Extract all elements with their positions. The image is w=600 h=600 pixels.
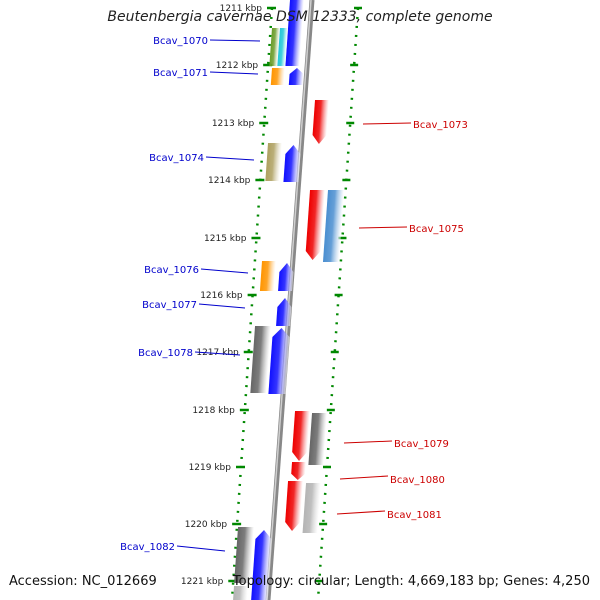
gene-body [265, 143, 283, 181]
gene-label-leader [358, 226, 408, 229]
gene-feature [265, 143, 283, 181]
gene-body [285, 481, 304, 531]
ruler-label: 1212 kbp [216, 61, 259, 71]
gene-feature [322, 190, 345, 262]
gene-body [285, 0, 304, 66]
gene-feature [285, 0, 304, 66]
gene-feature [277, 28, 289, 66]
ruler-label: 1211 kbp [220, 4, 263, 14]
ruler-label: 1216 kbp [200, 291, 243, 301]
gene-feature [251, 530, 272, 600]
gene-feature [278, 263, 294, 291]
gene-label-leader [194, 351, 241, 356]
gene-feature [305, 190, 326, 260]
gene-label-leader [176, 545, 226, 552]
gene-body [312, 100, 330, 144]
gene-body [288, 68, 304, 85]
gene-body [259, 261, 277, 291]
gene-label-leader [336, 510, 386, 515]
gene-label-leader [339, 475, 389, 480]
ruler-label: 1221 kbp [181, 577, 224, 587]
gene-label: Bcav_1079 [394, 439, 449, 450]
ruler-label: 1218 kbp [192, 406, 235, 416]
gene-body [270, 68, 286, 85]
left-guide-dots [230, 7, 274, 600]
gene-feature [270, 68, 286, 85]
ruler-label: 1214 kbp [208, 176, 251, 186]
gene-label: Bcav_1071 [153, 68, 208, 79]
gene-feature [234, 527, 255, 583]
gene-feature [269, 28, 281, 66]
gene-feature [292, 411, 311, 461]
gene-body [291, 462, 307, 480]
gene-feature [276, 298, 292, 326]
gene-feature [250, 326, 272, 393]
gene-body [276, 298, 292, 326]
gene-label-leader [343, 440, 393, 444]
gene-body [322, 190, 345, 262]
gene-body [250, 326, 272, 393]
gene-body [292, 411, 311, 461]
gene-label-leader [200, 268, 249, 274]
gene-body [302, 483, 322, 533]
gene-label-leader [209, 39, 261, 42]
gene-feature [291, 462, 307, 480]
gene-feature [302, 483, 322, 533]
map-title: Beutenbergia cavernae DSM 12333, complet… [107, 9, 493, 25]
gene-feature [233, 586, 249, 600]
gene-label-leader [209, 71, 259, 75]
gene-feature [285, 481, 304, 531]
topology-text: Topology: circular; Length: 4,669,183 bp… [232, 574, 590, 589]
gene-label: Bcav_1082 [120, 542, 175, 553]
gene-label: Bcav_1076 [144, 265, 199, 276]
gene-label-leader [205, 156, 255, 161]
gene-label: Bcav_1077 [142, 300, 197, 311]
gene-label: Bcav_1078 [138, 348, 193, 359]
gene-feature [312, 100, 330, 144]
gene-body [308, 413, 328, 465]
gene-body [269, 28, 281, 66]
gene-label: Bcav_1073 [413, 120, 468, 131]
gene-label: Bcav_1080 [390, 475, 445, 486]
gene-feature [283, 145, 301, 182]
gene-body [268, 328, 290, 394]
right-guide-dots [316, 7, 360, 600]
ruler-label: 1220 kbp [185, 520, 228, 530]
gene-label: Bcav_1074 [149, 153, 204, 164]
ruler-label: 1215 kbp [204, 234, 247, 244]
gene-feature [308, 413, 328, 465]
gene-body [305, 190, 326, 260]
gene-label: Bcav_1075 [409, 224, 464, 235]
gene-body [251, 530, 272, 600]
gene-body [234, 527, 255, 583]
ruler-label: 1217 kbp [196, 348, 239, 358]
gene-label-leader [198, 303, 246, 309]
gene-body [233, 586, 249, 600]
gene-feature [268, 328, 290, 394]
accession-text: Accession: NC_012669 [9, 574, 157, 589]
gene-label-leader [362, 122, 412, 125]
gene-label: Bcav_1081 [387, 510, 442, 521]
gene-body [278, 263, 294, 291]
ruler-label: 1219 kbp [189, 463, 232, 473]
ruler-label: 1213 kbp [212, 119, 255, 129]
gene-body [277, 28, 289, 66]
gene-label: Bcav_1070 [153, 36, 208, 47]
gene-body [283, 145, 301, 182]
gene-feature [288, 68, 304, 85]
gene-feature [259, 261, 277, 291]
